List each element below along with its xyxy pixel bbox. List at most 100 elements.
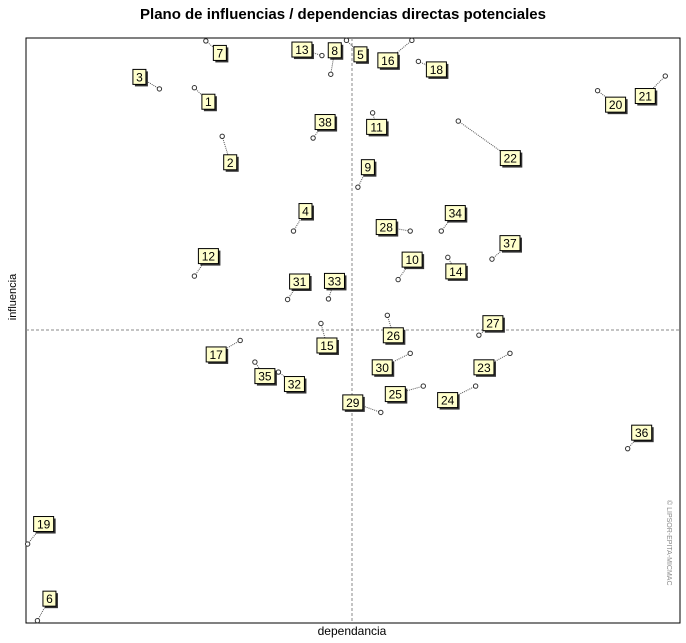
point-marker	[378, 409, 384, 416]
label-box	[384, 386, 406, 403]
data-point-8: 8	[327, 42, 344, 77]
data-point-16: 16	[377, 37, 415, 70]
point-marker	[507, 350, 513, 357]
data-point-23: 23	[473, 350, 513, 377]
label-box	[342, 394, 364, 411]
point-marker	[24, 541, 31, 547]
point-marker	[284, 296, 291, 303]
label-box	[473, 359, 495, 376]
point-marker	[343, 37, 350, 44]
point-marker	[476, 332, 482, 338]
point-label: 18	[430, 63, 444, 77]
point-label: 19	[37, 518, 51, 532]
leader-line	[215, 340, 241, 355]
point-marker	[384, 312, 391, 318]
point-label: 13	[295, 43, 309, 57]
point-marker	[325, 296, 332, 302]
data-point-37: 37	[489, 235, 522, 262]
point-marker	[407, 228, 413, 234]
point-marker	[624, 445, 631, 452]
data-point-20: 20	[594, 87, 628, 115]
label-box	[605, 96, 627, 113]
point-label: 4	[302, 205, 309, 219]
point-label: 31	[293, 275, 307, 289]
data-point-29: 29	[342, 394, 384, 416]
point-label: 25	[389, 388, 403, 402]
point-label: 23	[477, 361, 491, 375]
point-label: 21	[639, 90, 653, 104]
leader-line	[458, 120, 511, 159]
label-box	[353, 46, 368, 63]
label-box	[631, 424, 653, 441]
point-label: 26	[387, 329, 401, 343]
point-label: 14	[449, 265, 463, 279]
point-marker	[156, 86, 163, 92]
leader-line	[644, 75, 666, 97]
label-box	[291, 41, 313, 58]
data-point-33: 33	[323, 272, 347, 302]
point-marker	[275, 369, 282, 375]
data-point-1: 1	[191, 85, 217, 112]
point-label: 37	[503, 237, 517, 251]
label-box	[499, 150, 521, 167]
point-label: 33	[328, 274, 342, 288]
point-marker	[318, 320, 324, 327]
data-point-12: 12	[191, 248, 221, 279]
point-label: 5	[357, 48, 364, 62]
point-label: 20	[609, 98, 623, 112]
x-axis-label: dependancia	[317, 624, 387, 638]
point-marker	[415, 58, 422, 65]
point-marker	[328, 71, 334, 77]
data-point-21: 21	[634, 73, 668, 106]
point-label: 1	[205, 95, 212, 109]
chart-title: Plano de influencias / dependencias dire…	[140, 6, 546, 23]
label-box	[316, 337, 338, 354]
label-box	[42, 590, 57, 607]
point-label: 22	[504, 152, 518, 166]
data-point-7: 7	[203, 38, 229, 63]
point-label: 34	[449, 207, 463, 221]
point-marker	[310, 135, 316, 141]
data-point-32: 32	[275, 369, 307, 394]
data-point-10: 10	[395, 251, 425, 283]
point-label: 35	[258, 370, 272, 384]
point-label: 30	[376, 361, 390, 375]
data-point-31: 31	[284, 273, 312, 303]
label-box	[201, 93, 216, 110]
point-marker	[219, 133, 225, 139]
point-label: 29	[346, 396, 360, 410]
label-box	[314, 114, 336, 131]
point-marker	[290, 228, 297, 234]
point-marker	[445, 254, 451, 261]
label-box	[366, 118, 388, 135]
label-box	[425, 61, 447, 78]
point-marker	[203, 38, 209, 44]
data-point-15: 15	[316, 320, 339, 355]
data-point-24: 24	[437, 383, 479, 410]
data-point-14: 14	[445, 254, 468, 281]
label-box	[223, 154, 238, 171]
point-label: 3	[136, 70, 143, 84]
label-box	[401, 251, 423, 268]
label-box	[377, 52, 399, 69]
point-marker	[237, 337, 243, 344]
point-marker	[455, 118, 461, 124]
data-point-4: 4	[290, 203, 314, 234]
point-marker	[355, 184, 361, 190]
data-point-35: 35	[252, 359, 277, 386]
point-marker	[662, 73, 668, 79]
data-point-34: 34	[438, 205, 468, 234]
data-point-17: 17	[205, 337, 243, 364]
label-box	[323, 272, 345, 289]
label-box	[499, 235, 521, 252]
point-marker	[438, 228, 444, 234]
label-box	[254, 368, 276, 385]
data-point-9: 9	[355, 159, 377, 190]
data-point-11: 11	[366, 110, 389, 137]
label-box	[445, 263, 467, 280]
label-box	[205, 346, 227, 363]
point-label: 10	[405, 253, 419, 267]
data-point-36: 36	[624, 424, 654, 452]
data-point-26: 26	[382, 312, 406, 345]
